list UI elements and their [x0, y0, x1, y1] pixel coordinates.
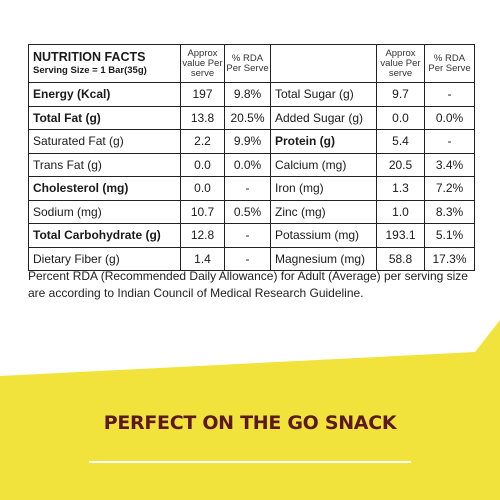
nutrient-value: 58.8	[376, 246, 425, 271]
nutrient-rda: -	[424, 129, 475, 154]
nutrient-name: Zinc (mg)	[270, 199, 377, 224]
nutrient-name: Potassium (mg)	[270, 223, 377, 248]
nutrient-value: 0.0	[376, 105, 425, 130]
nutrient-name: Total Fat (g)	[28, 105, 181, 130]
nutrient-name: Total Carbohydrate (g)	[28, 223, 181, 248]
nutrient-name: Dietary Fiber (g)	[28, 246, 181, 271]
nutrient-value: 2.2	[180, 129, 225, 154]
table-title: NUTRITION FACTS	[33, 50, 146, 64]
nutrient-value: 9.7	[376, 82, 425, 107]
nutrient-value: 13.8	[180, 105, 225, 130]
nutrient-value: 12.8	[180, 223, 225, 248]
table-row: Cholesterol (mg) 0.0- Iron (mg) 1.3 7.2%	[28, 176, 475, 201]
nutrient-name: Total Sugar (g)	[270, 82, 377, 107]
nutrient-value: 193.1	[376, 223, 425, 248]
table-row: Saturated Fat (g) 2.2 9.9% Protein (g) 5.4-	[28, 129, 475, 154]
table-row: Dietary Fiber (g) 1.4- Magnesium (mg) 58.8 1…	[28, 246, 475, 271]
nutrient-name: Calcium (mg)	[270, 152, 377, 177]
nutrient-name: Protein (g)	[270, 129, 377, 154]
serving-size: Serving Size = 1 Bar(35g)	[33, 65, 147, 76]
nutrient-value: 1.4	[180, 246, 225, 271]
nutrient-rda: 9.8%	[224, 82, 271, 107]
col-header-rda: % RDA Per Serve	[224, 44, 271, 83]
nutrient-name: Saturated Fat (g)	[28, 129, 181, 154]
nutrient-value: 0.0	[180, 152, 225, 177]
nutrient-value: 10.7	[180, 199, 225, 224]
table-row: Trans Fat (g) 0.0 0.0% Calcium (mg) 20.5 3.4%	[28, 152, 475, 177]
nutrient-rda: -	[224, 223, 271, 248]
nutrient-rda: 17.3%	[424, 246, 475, 271]
nutrient-value: 1.0	[376, 199, 425, 224]
table-row: Sodium (mg) 10.7 0.5% Zinc (mg) 1.0 8.3%	[28, 199, 475, 224]
nutrition-facts-table: NUTRITION FACTS Serving Size = 1 Bar(35g…	[28, 44, 475, 271]
tagline-underline	[89, 461, 411, 463]
nutrient-rda: -	[224, 176, 271, 201]
nutrient-rda: 9.9%	[224, 129, 271, 154]
nutrient-rda: -	[424, 82, 475, 107]
col-header-blank	[270, 44, 377, 83]
nutrient-name: Added Sugar (g)	[270, 105, 377, 130]
nutrient-value: 0.0	[180, 176, 225, 201]
nutrient-rda: 3.4%	[424, 152, 475, 177]
nutrient-value: 1.3	[376, 176, 425, 201]
rda-footnote: Percent RDA (Recommended Daily Allowance…	[28, 269, 468, 300]
col-header-approx: Approx value Per serve	[180, 44, 225, 83]
nutrient-rda: -	[224, 246, 271, 271]
nutrient-value: 5.4	[376, 129, 425, 154]
nutrient-name: Sodium (mg)	[28, 199, 181, 224]
nutrient-value: 197	[180, 82, 225, 107]
col-header-rda-right: % RDA Per Serve	[424, 44, 475, 83]
nutrient-rda: 7.2%	[424, 176, 475, 201]
nutrient-name: Iron (mg)	[270, 176, 377, 201]
nutrient-name: Magnesium (mg)	[270, 246, 377, 271]
nutrient-rda: 0.0%	[424, 105, 475, 130]
nutrient-name: Cholesterol (mg)	[28, 176, 181, 201]
nutrient-rda: 8.3%	[424, 199, 475, 224]
table-row: Total Carbohydrate (g) 12.8- Potassium (mg…	[28, 223, 475, 248]
table-row: Total Fat (g) 13.8 20.5% Added Sugar (g) 0.0…	[28, 105, 475, 130]
col-header-approx-right: Approx value Per serve	[376, 44, 425, 83]
tagline: PERFECT ON THE GO SNACK	[103, 412, 397, 434]
nutrient-rda: 20.5%	[224, 105, 271, 130]
nutrient-rda: 0.5%	[224, 199, 271, 224]
yellow-banner-shape	[0, 320, 500, 500]
nutrient-value: 20.5	[376, 152, 425, 177]
nutrient-rda: 5.1%	[424, 223, 475, 248]
table-header-row: NUTRITION FACTS Serving Size = 1 Bar(35g…	[28, 44, 475, 83]
nutrient-name: Energy (Kcal)	[28, 82, 181, 107]
nutrient-rda: 0.0%	[224, 152, 271, 177]
nutrient-name: Trans Fat (g)	[28, 152, 181, 177]
table-row: Energy (Kcal) 197 9.8% Total Sugar (g) 9.7-	[28, 82, 475, 107]
table-title-cell: NUTRITION FACTS Serving Size = 1 Bar(35g…	[28, 44, 181, 83]
